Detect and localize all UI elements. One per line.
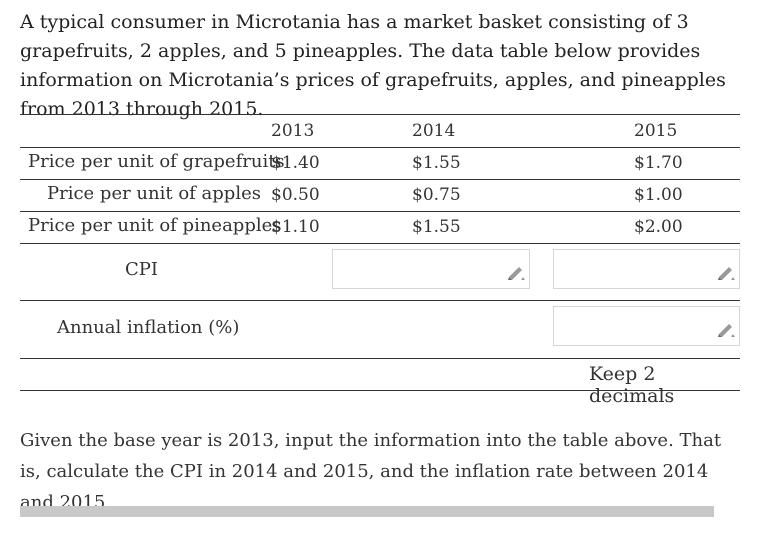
pencil-icon[interactable] — [717, 321, 735, 337]
price-table: 2013 2014 2015 Price per unit of grapefr… — [20, 114, 740, 407]
price-grapefruits-2013: $1.40 — [271, 153, 320, 173]
inflation-2015-input-box[interactable] — [553, 306, 740, 346]
price-apples-2013: $0.50 — [271, 185, 320, 205]
row-label-cpi: CPI — [125, 259, 158, 280]
intro-paragraph: A typical consumer in Microtania has a m… — [20, 11, 726, 120]
row-label-apples: Price per unit of apples — [47, 183, 261, 204]
row-label-inflation: Annual inflation (%) — [57, 317, 240, 338]
table-rule — [20, 147, 740, 148]
cpi-2015-input[interactable] — [554, 250, 739, 288]
table-rule — [20, 211, 740, 212]
row-label-grapefruits: Price per unit of grapefruits — [28, 151, 285, 172]
price-apples-2014: $0.75 — [412, 185, 461, 205]
cpi-2015-input-box[interactable] — [553, 249, 740, 289]
table-rule-top — [20, 114, 740, 115]
inflation-2015-input[interactable] — [554, 307, 739, 345]
cpi-2014-input[interactable] — [333, 250, 529, 288]
table-rule — [20, 358, 740, 359]
table-rule — [20, 243, 740, 244]
question-paragraph: Given the base year is 2013, input the i… — [20, 430, 722, 513]
cpi-2014-input-box[interactable] — [332, 249, 530, 289]
price-grapefruits-2015: $1.70 — [634, 153, 683, 173]
pencil-icon[interactable] — [507, 264, 525, 280]
table-rule-bottom — [20, 390, 740, 391]
horizontal-scrollbar[interactable] — [20, 506, 714, 517]
table-rule — [20, 179, 740, 180]
price-pineapples-2015: $2.00 — [634, 217, 683, 237]
price-grapefruits-2014: $1.55 — [412, 153, 461, 173]
price-pineapples-2013: $1.10 — [271, 217, 320, 237]
row-label-pineapples: Price per unit of pineapples — [28, 215, 282, 236]
price-apples-2015: $1.00 — [634, 185, 683, 205]
price-pineapples-2014: $1.55 — [412, 217, 461, 237]
pencil-icon[interactable] — [717, 264, 735, 280]
table-rule — [20, 300, 740, 301]
header-year-2015: 2015 — [634, 121, 678, 141]
header-year-2014: 2014 — [412, 121, 456, 141]
decimals-note: Keep 2 decimals — [589, 363, 675, 407]
header-year-2013: 2013 — [271, 121, 315, 141]
